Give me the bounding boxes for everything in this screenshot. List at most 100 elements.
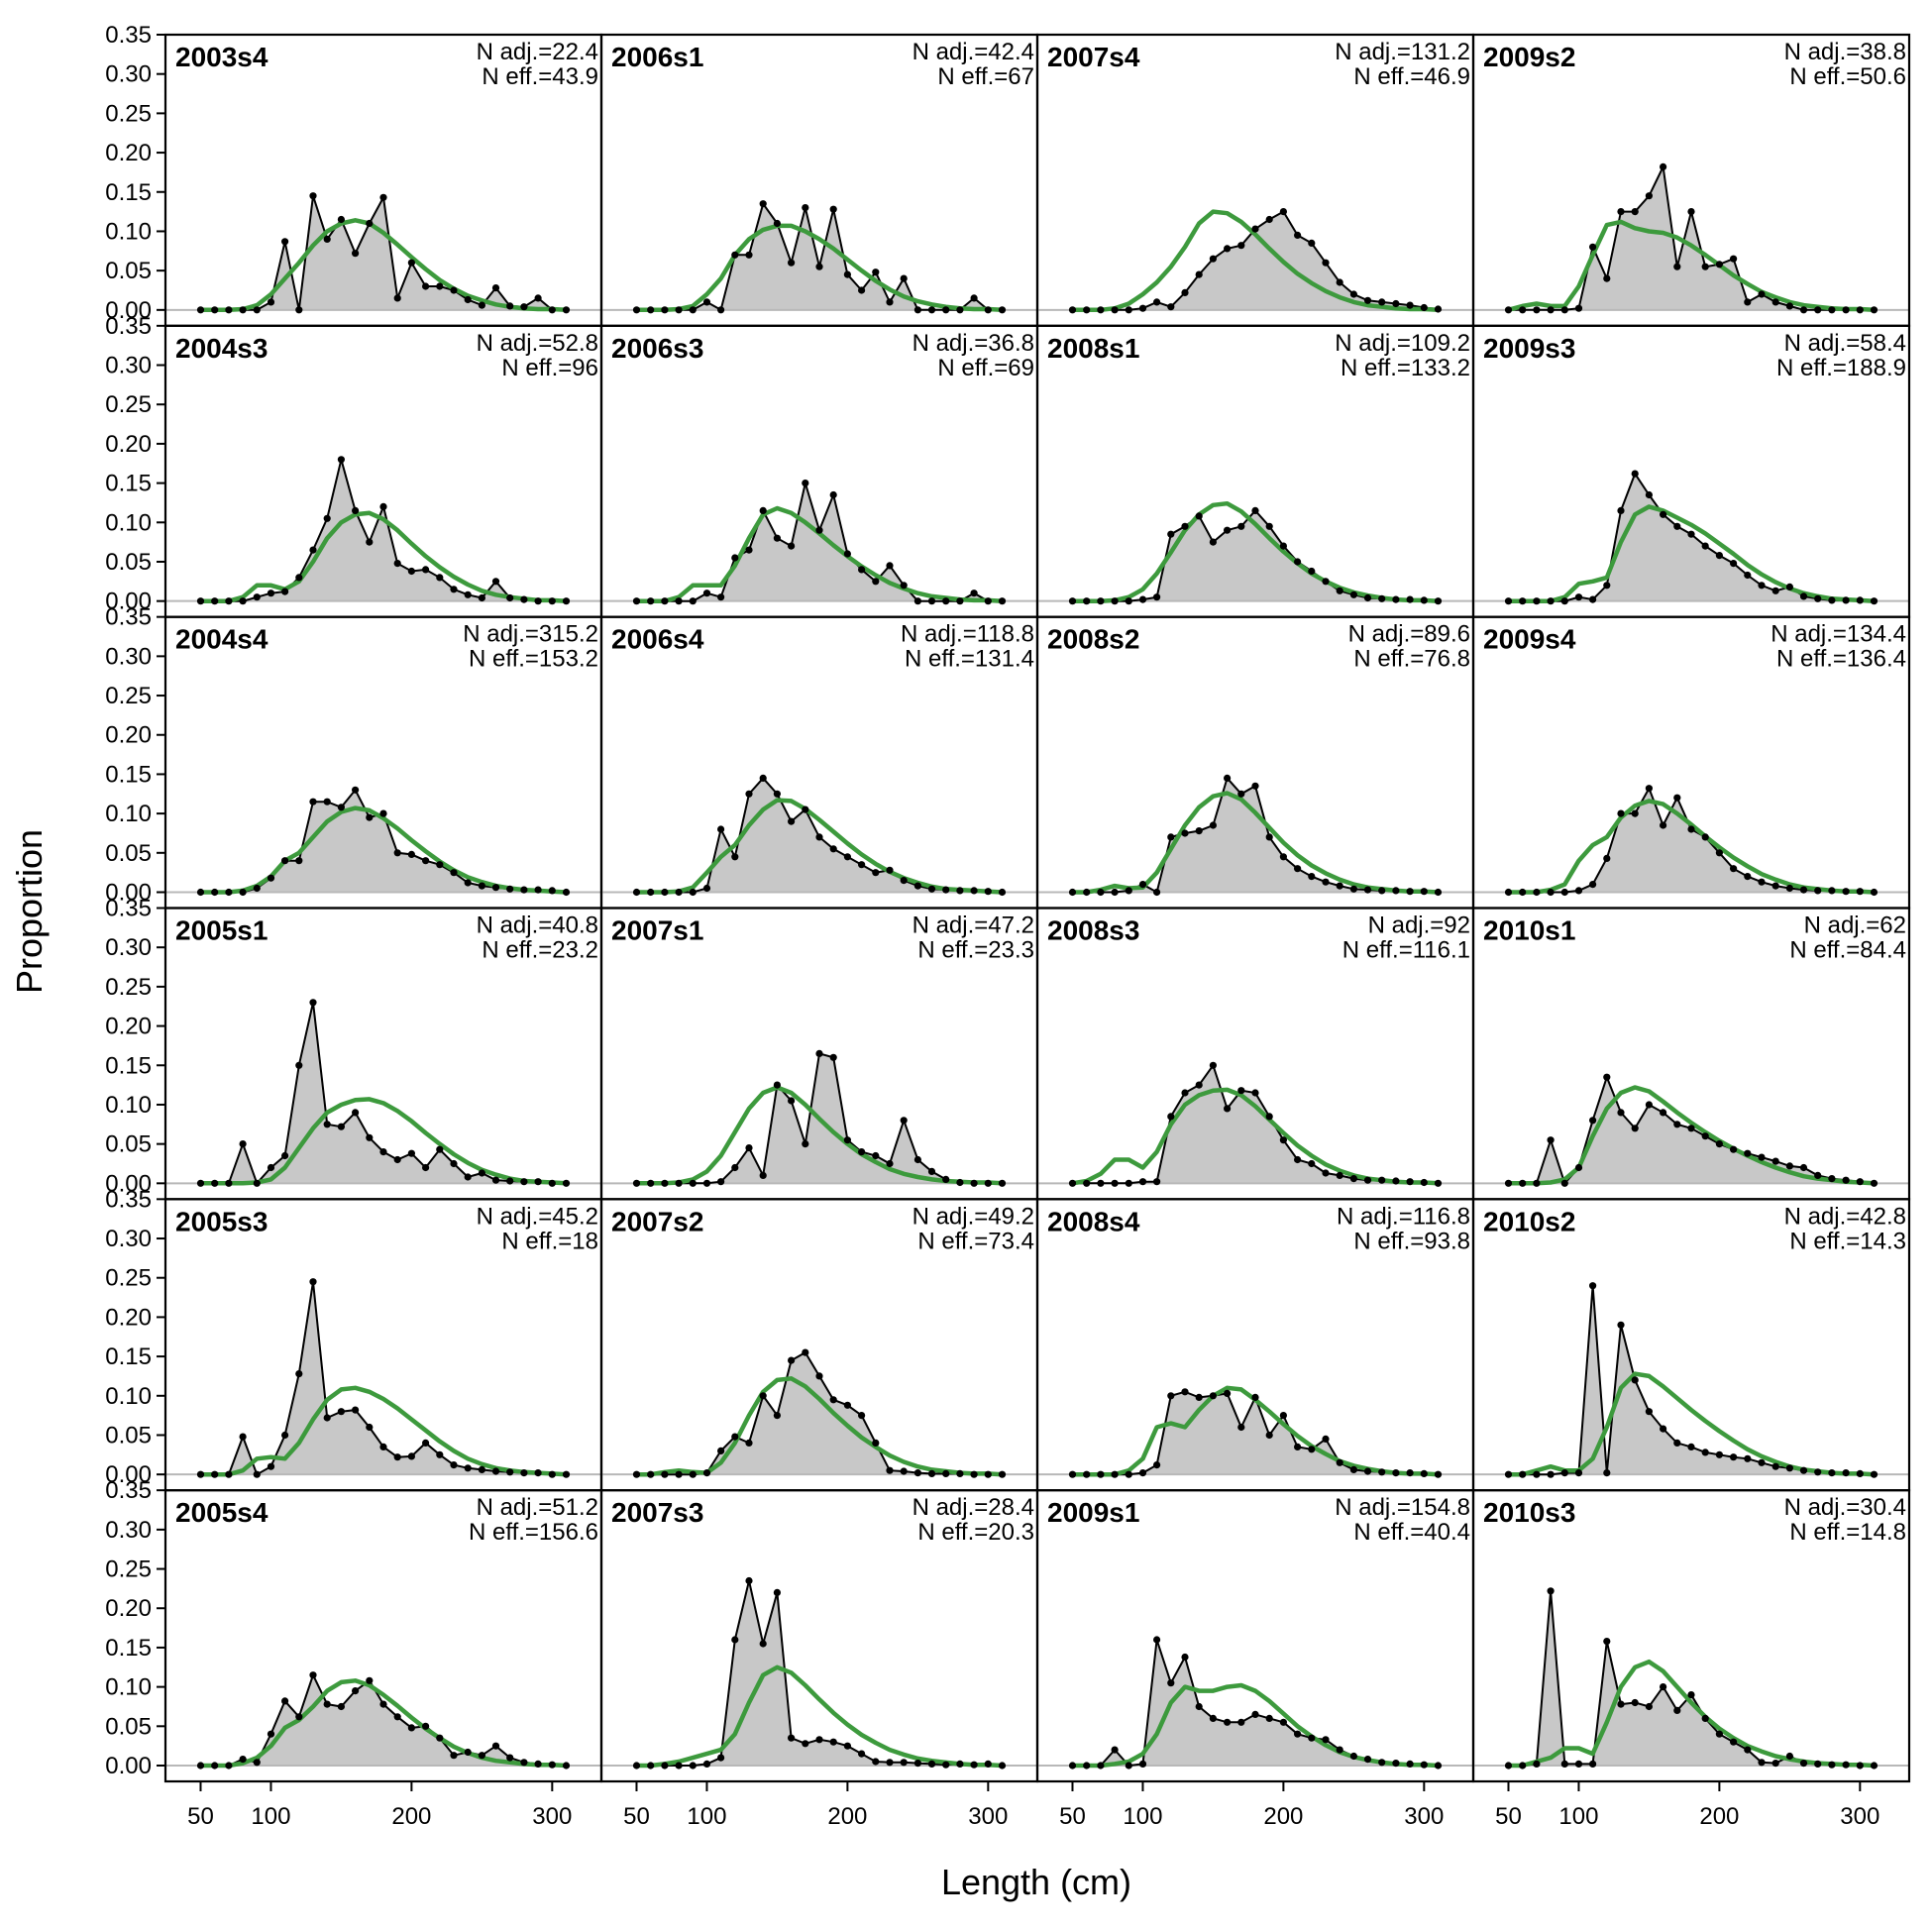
- y-tick-label: 0.20: [105, 431, 152, 458]
- n-eff-label: N eff.=43.9: [482, 63, 598, 90]
- observed-point: [872, 869, 880, 877]
- expected-line: [1508, 1085, 1875, 1186]
- observed-point: [843, 853, 852, 861]
- observed-point: [1799, 306, 1808, 314]
- observed-point: [352, 250, 360, 258]
- observed-point: [1519, 888, 1527, 897]
- observed-point: [731, 1163, 739, 1172]
- y-tick-label: 0.05: [105, 549, 152, 576]
- observed-point: [886, 1759, 894, 1767]
- expected-line: [1508, 799, 1875, 895]
- observed-point: [1195, 1702, 1203, 1711]
- observed-point: [689, 597, 697, 605]
- observed-point: [1349, 1752, 1357, 1761]
- observed-point: [858, 1148, 866, 1156]
- panel-2005s3: 2005s3 N adj.=45.2N eff.=18: [163, 1198, 603, 1492]
- expected-line: [1508, 1371, 1875, 1477]
- panel-2006s1: 2006s1 N adj.=42.4N eff.=67: [599, 33, 1039, 327]
- observed-point: [1378, 1176, 1386, 1184]
- observed-point: [1547, 888, 1555, 897]
- observed-point: [1265, 215, 1273, 224]
- observed-point: [970, 294, 978, 302]
- panel-title: 2003s4: [175, 42, 268, 72]
- observed-point: [422, 1439, 430, 1447]
- panel-frame: [1471, 1489, 1911, 1783]
- y-tick-label: 0.30: [105, 61, 152, 88]
- observed-point: [1237, 242, 1245, 250]
- observed-point: [1209, 1392, 1217, 1400]
- observed-point: [1434, 888, 1443, 897]
- observed-point: [393, 560, 401, 568]
- observed-area: [1508, 166, 1875, 310]
- y-tick-label: 0.10: [105, 801, 152, 827]
- observed-point: [1308, 1159, 1316, 1168]
- observed-point: [1758, 1153, 1766, 1161]
- observed-point: [436, 1450, 444, 1458]
- y-tick-label: 0.25: [105, 1556, 152, 1583]
- observed-point: [1083, 1762, 1091, 1770]
- observed-point: [661, 1179, 669, 1187]
- observed-point: [632, 1179, 641, 1187]
- observed-point: [323, 1414, 331, 1422]
- observed-point: [1771, 298, 1779, 306]
- n-adj-label: N adj.=134.4: [1771, 621, 1906, 648]
- observed-point: [829, 490, 837, 499]
- observed-point: [1125, 597, 1132, 605]
- observed-point: [913, 882, 922, 890]
- observed-point: [1673, 794, 1681, 802]
- observed-point: [379, 1700, 387, 1708]
- observed-point: [1701, 1132, 1709, 1140]
- observed-point: [1519, 1179, 1527, 1187]
- observed-point: [366, 1676, 374, 1684]
- observed-point: [998, 1179, 1007, 1187]
- observed-point: [1504, 597, 1513, 605]
- observed-point: [1715, 261, 1723, 268]
- observed-point: [562, 1179, 571, 1187]
- observed-point: [1097, 1179, 1105, 1187]
- observed-point: [802, 480, 809, 487]
- observed-point: [970, 1470, 978, 1478]
- observed-point: [379, 502, 387, 510]
- n-adj-label: N adj.=89.6: [1348, 621, 1470, 648]
- observed-point: [802, 1140, 809, 1148]
- observed-point: [1603, 1073, 1611, 1081]
- n-eff-label: N eff.=40.4: [1353, 1519, 1470, 1546]
- y-tick-label: 0.15: [105, 471, 152, 497]
- observed-point: [464, 1464, 472, 1472]
- observed-point: [1083, 888, 1091, 897]
- observed-point: [407, 850, 415, 859]
- observed-point: [843, 550, 852, 558]
- observed-point: [632, 306, 641, 314]
- observed-point: [506, 1754, 514, 1762]
- observed-point: [1560, 1760, 1568, 1768]
- y-tick-label: 0.20: [105, 140, 152, 166]
- observed-point: [1363, 296, 1372, 304]
- observed-point: [1842, 1176, 1850, 1184]
- observed-point: [1068, 306, 1077, 314]
- observed-point: [1195, 512, 1203, 520]
- observed-point: [211, 1179, 219, 1187]
- observed-area: [1072, 1391, 1439, 1475]
- n-eff-label: N eff.=93.8: [1353, 1228, 1470, 1254]
- observed-point: [675, 1179, 683, 1187]
- observed-point: [689, 1762, 697, 1770]
- observed-point: [1589, 1117, 1597, 1125]
- observed-point: [337, 215, 345, 224]
- y-tick-label: 0.10: [105, 218, 152, 245]
- observed-point: [1533, 1470, 1541, 1478]
- observed-point: [717, 593, 725, 601]
- observed-point: [942, 597, 950, 605]
- observed-point: [309, 999, 317, 1007]
- expected-line: [1072, 1682, 1439, 1769]
- observed-point: [913, 1155, 922, 1164]
- observed-point: [1251, 225, 1259, 233]
- panel-title: 2009s2: [1483, 42, 1575, 72]
- observed-point: [815, 1736, 823, 1744]
- n-adj-label: N adj.=38.8: [1784, 39, 1906, 65]
- observed-point: [858, 566, 866, 574]
- n-adj-label: N adj.=62: [1804, 912, 1906, 939]
- observed-area: [636, 203, 1003, 310]
- expected-line: [200, 1678, 567, 1769]
- observed-point: [309, 192, 317, 200]
- observed-point: [1771, 1462, 1779, 1470]
